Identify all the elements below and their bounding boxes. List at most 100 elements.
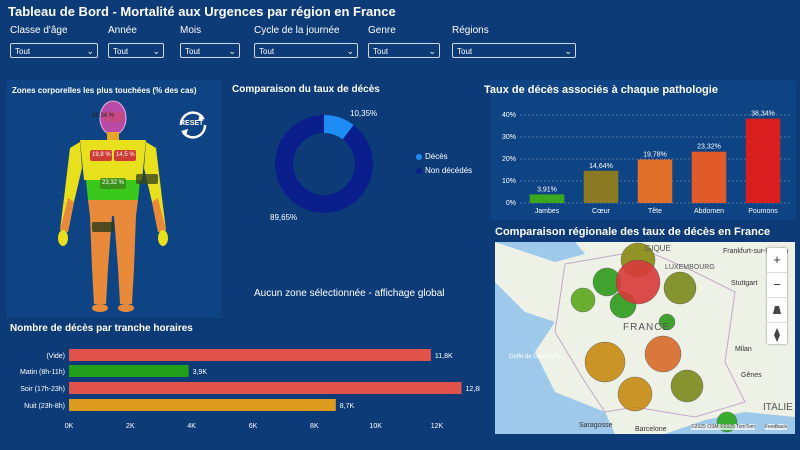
- bar-value-label: 8,7K: [340, 403, 355, 410]
- chevron-down-icon: ⌄: [228, 46, 236, 56]
- map-view[interactable]: FRANCE GIQUE LUXEMBOURG ITALIE Frankfurt…: [495, 242, 795, 434]
- map-sea: [495, 242, 615, 434]
- filter-select[interactable]: Tout ⌄: [452, 43, 576, 58]
- donut-slice[interactable]: [323, 115, 354, 140]
- legend-dot-non-deces: [416, 167, 422, 174]
- map-border-france: [554, 249, 746, 418]
- donut-slice[interactable]: [275, 115, 373, 213]
- bar-value-label: 19,78%: [643, 151, 667, 158]
- map-region-bubble[interactable]: [617, 376, 653, 412]
- x-tick-label: 4K: [187, 423, 196, 430]
- page-title: Tableau de Bord - Mortalité aux Urgences…: [8, 4, 396, 19]
- marker-hand-right: [136, 174, 158, 184]
- donut-legend: Décès Non décédés: [416, 152, 472, 175]
- donut-non-deces-label: 89,65%: [270, 213, 298, 222]
- marker-chest-left: [90, 150, 112, 161]
- map-zoom-in-button[interactable]: +: [767, 248, 787, 273]
- x-category-label: Cœur: [592, 208, 611, 215]
- hours-title: Nombre de décès par tranche horaires: [10, 323, 193, 334]
- map-zoom-out-button[interactable]: −: [767, 273, 787, 298]
- body-hand-right: [158, 230, 168, 246]
- x-category-label: Abdomen: [694, 208, 724, 215]
- filter-label: Cycle de la journée: [254, 25, 340, 36]
- filter-select[interactable]: Tout ⌄: [108, 43, 164, 58]
- x-tick-label: 2K: [126, 423, 135, 430]
- map-region-bubble[interactable]: [670, 369, 704, 403]
- map-compass-button[interactable]: [767, 323, 787, 347]
- map-label-italie: ITALIE: [763, 402, 793, 413]
- y-tick-label: 30%: [502, 134, 516, 141]
- map-region-bubble[interactable]: [663, 271, 697, 305]
- body-foot-left: [92, 304, 108, 312]
- map-controls: + −: [767, 248, 787, 344]
- pathology-bar[interactable]: [691, 151, 727, 203]
- pathology-bar[interactable]: [637, 159, 673, 203]
- filter-label: Genre: [368, 25, 396, 36]
- filter-select[interactable]: Tout ⌄: [254, 43, 358, 58]
- y-tick-label: 10%: [502, 178, 516, 185]
- x-tick-label: 0K: [65, 423, 74, 430]
- chevron-down-icon: ⌄: [564, 46, 572, 56]
- map-region-bubble[interactable]: [570, 287, 596, 313]
- bar-value-label: 12,8K: [466, 386, 480, 393]
- label-head: 38,34 %: [92, 113, 115, 119]
- hours-chart: (Vide) 11,8K Matin (8h-11h) 3,9K Soir (17h-2…: [20, 349, 480, 430]
- hours-bar[interactable]: [69, 365, 189, 377]
- filter-label: Année: [108, 25, 137, 36]
- map-feedback-link[interactable]: Feedback: [765, 424, 787, 430]
- marker-abdomen: [100, 178, 126, 189]
- map-label-belgique: GIQUE: [645, 244, 671, 253]
- chevron-down-icon: ⌄: [86, 46, 94, 56]
- filter-select[interactable]: Tout ⌄: [180, 43, 240, 58]
- filter-label: Mois: [180, 25, 202, 36]
- map-region-bubble[interactable]: [644, 335, 682, 373]
- x-tick-label: 10K: [369, 423, 382, 430]
- body-foot-right: [118, 304, 134, 312]
- x-tick-label: 6K: [249, 423, 258, 430]
- legend-label-non-deces: Non décédés: [425, 166, 473, 175]
- filter-label: Régions: [452, 25, 489, 36]
- y-category-label: Soir (17h-23h): [20, 386, 65, 393]
- chevron-down-icon: ⌄: [346, 46, 354, 56]
- map-region-bubble[interactable]: [584, 341, 626, 383]
- hours-bar[interactable]: [69, 349, 431, 361]
- filter-select[interactable]: Tout ⌄: [10, 43, 98, 58]
- hours-bar[interactable]: [69, 382, 462, 394]
- filter-value: Tout: [185, 47, 201, 56]
- label-abdomen: 23,32 %: [102, 180, 125, 186]
- map-attribution: ©2025 OSM ©2025 TomTom: [691, 424, 755, 430]
- bar-value-label: 38,34%: [751, 111, 775, 118]
- marker-chest-right: [114, 150, 136, 161]
- x-category-label: Poumons: [748, 208, 778, 215]
- body-abdomen: [86, 180, 140, 200]
- map-region-bubble[interactable]: [615, 259, 661, 305]
- legend-item-deces: Décès: [416, 152, 472, 161]
- filter-value: Tout: [113, 47, 129, 56]
- label-chest-right: 14,5 %: [116, 152, 135, 158]
- pathology-title: Taux de décès associés à chaque patholog…: [484, 84, 718, 96]
- pathology-bar[interactable]: [529, 194, 565, 203]
- map-sea-north: [495, 242, 585, 262]
- body-figure[interactable]: [50, 98, 180, 318]
- filter-value: Tout: [15, 47, 31, 56]
- reset-button[interactable]: [176, 108, 210, 142]
- filter-label: Classe d'âge: [10, 25, 68, 36]
- compass-icon: [774, 328, 780, 342]
- pathology-bar[interactable]: [583, 170, 619, 203]
- pathology-bar[interactable]: [745, 118, 781, 203]
- bar-value-label: 14,64%: [589, 163, 613, 170]
- filter-value: Tout: [457, 47, 473, 56]
- bar-value-label: 23,32%: [697, 144, 721, 151]
- map-region-bubble[interactable]: [658, 313, 676, 331]
- body-zones-title: Zones corporelles les plus touchées (% d…: [12, 86, 197, 95]
- map-label-saragosse: Saragosse: [579, 422, 613, 429]
- y-tick-label: 0%: [506, 200, 516, 207]
- y-category-label: Matin (8h-11h): [20, 369, 65, 376]
- donut-deces-label: 10,35%: [350, 109, 378, 118]
- body-pelvis: [88, 200, 138, 216]
- pathology-chart: 0% 10% 20% 30% 40% 3,91% Jambes 14,64% Cœur 19,78…: [502, 111, 790, 215]
- map-tilt-button[interactable]: [767, 298, 787, 323]
- filter-select[interactable]: Tout ⌄: [368, 43, 440, 58]
- y-category-label: (Vide): [46, 353, 65, 360]
- hours-bar[interactable]: [69, 399, 336, 411]
